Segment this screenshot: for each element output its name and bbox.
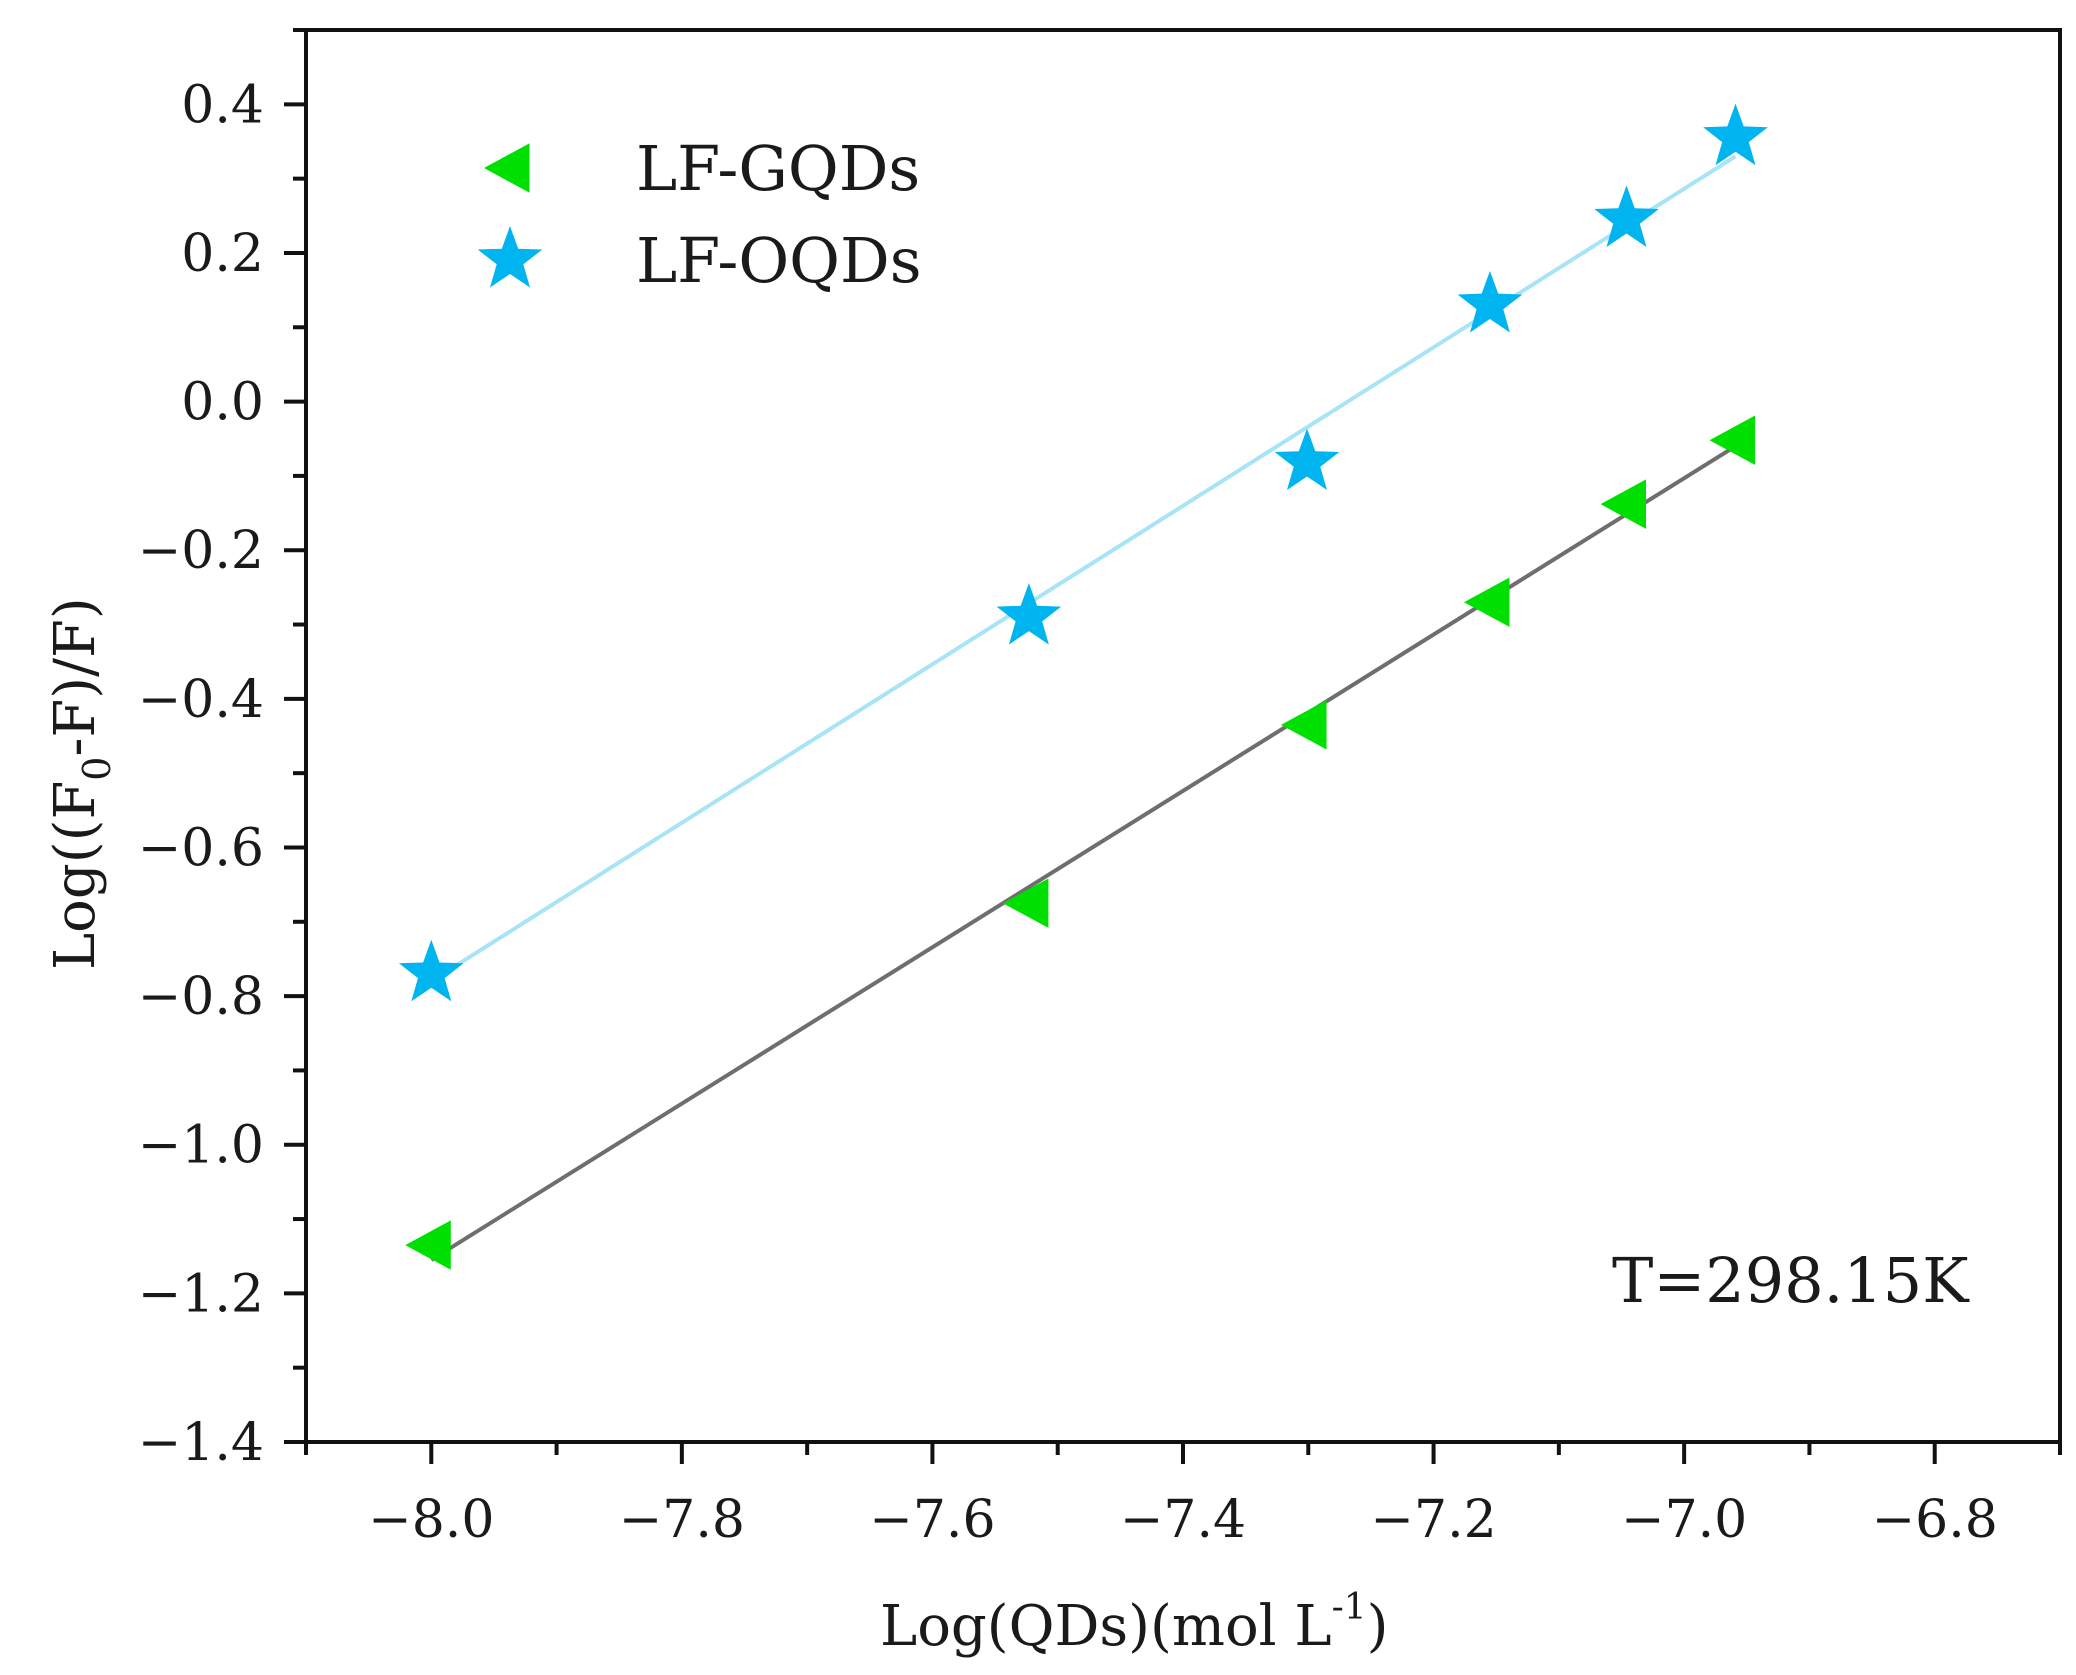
y-tick-label: −0.8 [138,967,264,1027]
data-point-lf-gqds [1281,700,1327,750]
y-tick-label: 0.0 [181,373,264,433]
data-point-lf-oqds [1274,428,1340,490]
axes-layer: −8.0 −7.8 −7.6 −7.4 −7.2 −7.0 −6.8 0.4 0.2 0.0 −0.… [138,28,2062,1550]
fit-line-lf-gqds [430,444,1737,1262]
x-tick-label: −7.4 [1120,1490,1246,1550]
x-tick-label: −7.0 [1621,1490,1747,1550]
data-point-lf-gqds [1709,415,1756,465]
data-point-lf-oqds [1703,103,1768,166]
y-tick-label: −0.4 [138,670,264,730]
y-tick-label: 0.4 [181,75,264,135]
plot-frame [304,28,2062,1444]
y-axis-title: Log((F0-F)/F) [43,597,119,970]
y-tick-label: −0.2 [138,521,264,581]
y-tick-label: −1.2 [138,1264,264,1324]
data-point-lf-oqds [1594,185,1659,247]
data-point-lf-gqds [1002,878,1049,928]
data-point-lf-gqds [1463,577,1510,627]
legend-marker-lf-gqds [484,143,530,193]
y-tick-label: −1.4 [138,1413,264,1473]
x-axis-title-main: Log(QDs)(mol L [880,1594,1332,1659]
fit-line-lf-oqds [430,154,1737,983]
data-markers [398,103,1768,1270]
x-tick-label: −7.8 [619,1490,745,1550]
x-tick-label: −6.8 [1872,1490,1998,1550]
y-axis-title-post: -F)/F) [43,597,108,756]
x-axis-title-sup: -1 [1332,1587,1367,1628]
y-axis-title-pre: Log((F [43,781,108,970]
x-tick-label: −8.0 [368,1490,494,1550]
y-tick-label: −0.6 [138,818,264,878]
data-point-lf-oqds [1457,271,1523,333]
legend-label-lf-gqds: LF-GQDs [636,132,920,205]
legend: LF-GQDs LF-OQDs [477,132,922,297]
x-tick-label: −7.2 [1370,1490,1496,1550]
legend-label-lf-oqds: LF-OQDs [636,224,922,297]
x-tick-label: −7.6 [869,1490,995,1550]
data-point-lf-oqds [398,939,464,1002]
y-tick-label: 0.2 [181,224,264,284]
y-tick-label: −1.0 [138,1116,264,1176]
y-axis-title-sub: 0 [75,757,119,781]
x-axis-title: Log(QDs)(mol L-1) [880,1587,1389,1659]
annotation-temperature: T=298.15K [1612,1244,1970,1317]
data-point-lf-oqds [996,583,1062,645]
fit-lines [430,154,1737,1262]
x-axis-title-close: ) [1367,1594,1389,1659]
data-point-lf-gqds [1600,479,1647,529]
legend-marker-lf-oqds [477,226,543,288]
data-point-lf-gqds [405,1220,451,1270]
